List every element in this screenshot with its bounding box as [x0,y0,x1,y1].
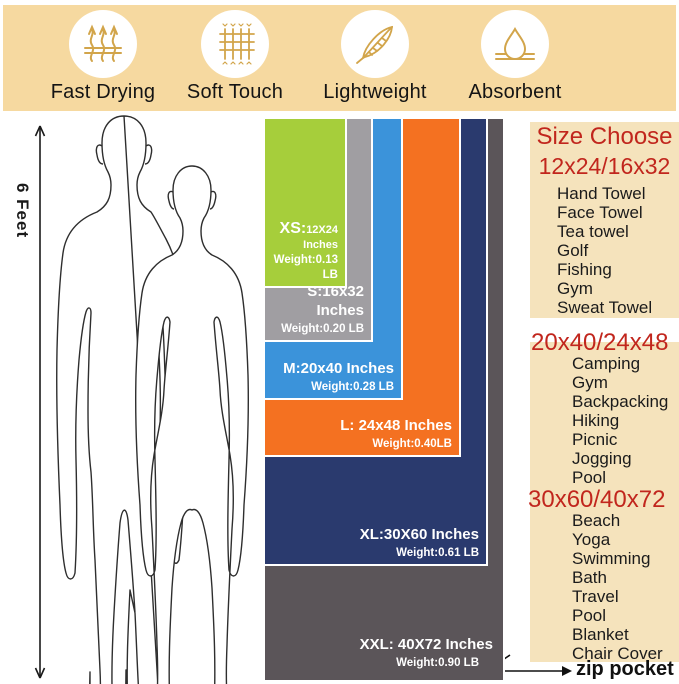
towel-xxl-label: XXL: 40X72 Inches Weight:0.90 LB [359,635,493,669]
size-guide-title: Size Choose [536,123,673,150]
feature-lightweight: Lightweight [305,10,445,104]
size-guide-panel-2 [530,342,679,662]
list-item: Swimming [572,549,651,568]
size-guide-header-1: 12x24/16x32 [538,153,671,179]
towel-m-label: M:20x40 Inches Weight:0.28 LB [283,359,394,393]
list-item: Fishing [557,260,612,279]
feature-label: Fast Drying [50,81,156,103]
towel-xl-label: XL:30X60 Inches Weight:0.61 LB [359,525,479,559]
list-item: Blanket [572,625,629,644]
towel-s-label: S:16x32 Inches Weight:0.20 LB [281,283,364,335]
list-item: Face Towel [557,203,643,222]
list-item: Bath [572,568,607,587]
feature-label: Soft Touch [186,81,284,103]
feather-icon [341,10,409,78]
list-item: Yoga [572,530,611,549]
list-item: Sweat Towel [557,298,653,317]
water-drop-icon [481,10,549,78]
list-item: Pool [572,606,607,625]
list-item: Tea towel [557,222,629,241]
size-guide-header-2: 20x40/24x48 [531,329,669,356]
fabric-weave-icon [201,10,269,78]
list-item: Beach [572,511,621,530]
list-item: Jogging [572,449,632,468]
towel-xs: XS:12X24 Inches Weight:0.13 LB [265,119,347,288]
list-item: Camping [572,354,641,373]
list-item: Gym [572,373,608,392]
feature-absorbent: Absorbent [445,10,585,104]
feature-label: Absorbent [468,81,562,103]
human-figures-outline [56,115,249,684]
towel-l-label: L: 24x48 Inches Weight:0.40LB [340,416,452,450]
list-item: Backpacking [572,392,669,411]
feature-fast-drying: Fast Drying [33,10,173,104]
feature-banner: Fast Drying Soft Touch Lightweight [3,5,676,111]
list-item: Hand Towel [557,184,646,203]
zip-pocket-label: zip pocket [576,658,674,680]
list-item: Chair Cover [572,644,663,663]
list-item: Travel [572,587,619,606]
use-list-small-sizes: Hand Towel Face Towel Tea towel Golf Fis… [557,184,652,317]
height-scale-arrow [34,125,46,679]
feature-label: Lightweight [323,81,427,103]
size-guide-panel-1 [530,122,679,318]
list-item: Gym [557,279,593,298]
list-item: Pool [572,468,607,487]
height-scale-label: 6 Feet [13,183,32,239]
use-list-large-sizes: Beach Yoga Swimming Bath Travel Pool Bla… [572,511,663,663]
size-guide-header-3: 30x60/40x72 [528,486,666,513]
feature-soft-touch: Soft Touch [165,10,305,104]
list-item: Hiking [572,411,620,430]
towel-xs-label: XS:12X24 Inches Weight:0.13 LB [273,219,338,281]
list-item: Picnic [572,430,618,449]
use-list-medium-sizes: Camping Gym Backpacking Hiking Picnic Jo… [572,354,668,487]
steam-arrows-icon [69,10,137,78]
woman-outline [135,165,249,684]
list-item: Golf [557,241,589,260]
